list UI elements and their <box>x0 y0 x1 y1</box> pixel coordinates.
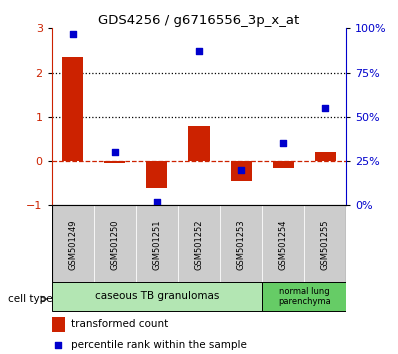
Text: transformed count: transformed count <box>71 319 168 329</box>
Point <box>70 31 76 36</box>
Bar <box>62 57 83 161</box>
Bar <box>178 205 220 283</box>
Text: GDS4256 / g6716556_3p_x_at: GDS4256 / g6716556_3p_x_at <box>98 14 300 27</box>
Text: GSM501250: GSM501250 <box>110 219 119 269</box>
Text: caseous TB granulomas: caseous TB granulomas <box>95 291 219 302</box>
Text: GSM501251: GSM501251 <box>152 219 162 269</box>
Bar <box>273 161 294 168</box>
Bar <box>146 161 168 188</box>
Text: GSM501249: GSM501249 <box>68 219 77 269</box>
Point <box>238 167 244 173</box>
Text: cell type: cell type <box>8 294 53 304</box>
Point <box>322 105 328 111</box>
Point <box>55 342 61 348</box>
Point <box>112 149 118 155</box>
Text: percentile rank within the sample: percentile rank within the sample <box>71 340 247 350</box>
Bar <box>104 161 125 163</box>
Bar <box>189 126 209 161</box>
Text: GSM501255: GSM501255 <box>321 219 330 269</box>
Bar <box>315 152 336 161</box>
Bar <box>230 161 252 181</box>
Bar <box>52 317 65 332</box>
Bar <box>220 205 262 283</box>
Bar <box>52 282 262 311</box>
Text: GSM501252: GSM501252 <box>195 219 203 269</box>
Bar <box>94 205 136 283</box>
Point <box>280 141 286 146</box>
Point <box>154 199 160 205</box>
Text: GSM501253: GSM501253 <box>236 219 246 270</box>
Bar <box>262 205 304 283</box>
Text: normal lung
parenchyma: normal lung parenchyma <box>278 287 331 306</box>
Bar <box>52 205 94 283</box>
Bar <box>262 282 346 311</box>
Bar <box>136 205 178 283</box>
Text: GSM501254: GSM501254 <box>279 219 288 269</box>
Point <box>196 48 202 54</box>
Bar <box>304 205 346 283</box>
